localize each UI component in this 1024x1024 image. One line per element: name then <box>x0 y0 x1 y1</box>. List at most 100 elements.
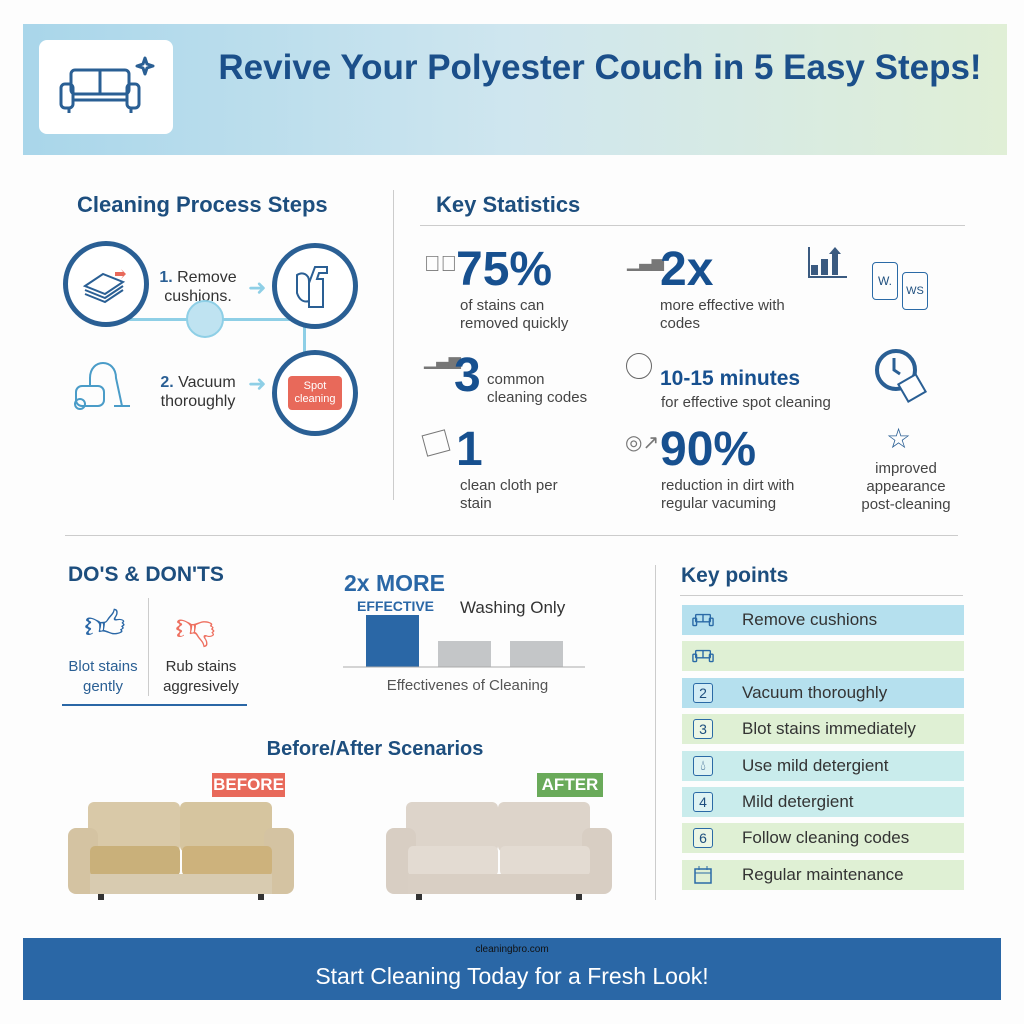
clock-icon <box>626 353 652 379</box>
key-point-label: Regular maintenance <box>742 864 904 884</box>
stat-text: reduction in dirt with regular vacuming <box>661 477 795 512</box>
key-point-row: Regular maintenance <box>682 859 964 890</box>
spot-step-circle: Spot cleaning <box>272 350 358 436</box>
cloth-step-circle <box>63 241 149 327</box>
stat-unit: minutes <box>719 367 801 390</box>
chart-bar <box>438 641 491 667</box>
spot-cleaning-badge: Spot cleaning <box>288 376 342 410</box>
dirty-couch-image <box>68 802 294 900</box>
step-number-badge: 6 <box>693 828 713 849</box>
step-number: 2. <box>160 374 174 391</box>
divider <box>420 225 965 226</box>
thumbs-up-icon: 👍︎ <box>84 603 126 647</box>
step-number-badge: 4 <box>693 792 713 812</box>
footer-banner <box>23 938 1001 1000</box>
number-icon: 6 <box>692 828 714 849</box>
key-point-row: 3 Blot stains immediately <box>682 714 964 745</box>
cloth-icon <box>421 429 451 457</box>
number-icon: 3 <box>692 719 714 740</box>
do-text: Blot stains gently <box>68 658 138 695</box>
star-icon: ☆ <box>886 423 912 454</box>
chart-bar <box>510 641 563 667</box>
target-icon: ◎↗ <box>625 432 660 454</box>
couch-sparkle-icon <box>59 56 155 113</box>
flow-connector <box>303 318 306 352</box>
stat-value: 2x <box>660 243 714 296</box>
arrow-right-icon: ➜ <box>248 275 267 300</box>
chart-annotation: EFFECTIVE <box>357 598 435 614</box>
arrow-right-icon: ➜ <box>248 371 267 396</box>
effectiveness-chart <box>343 615 585 668</box>
key-point-row: 6 Follow cleaning codes <box>682 823 964 854</box>
couch-icon <box>692 612 714 628</box>
step-label: Vacuum thoroughly <box>160 374 236 410</box>
stat-value: 90% <box>660 423 757 476</box>
step-number-badge: 3 <box>693 719 713 740</box>
clean-couch-image <box>386 802 612 900</box>
vacuum-icon <box>74 362 130 410</box>
chart-bar <box>366 615 419 667</box>
spray-bottle-icon <box>296 266 328 308</box>
bar-chart-icon: ▁▃▅ <box>627 254 664 271</box>
stat-value: 10-15 minutes <box>660 367 800 391</box>
stat-text: common cleaning codes <box>487 371 588 406</box>
key-point-row <box>682 641 964 672</box>
number-icon: 4 <box>692 792 714 812</box>
stat-value: 3 <box>454 349 481 402</box>
step-label: Remove cushions. <box>164 269 237 305</box>
step-number-badge: 2 <box>693 682 713 703</box>
clock-tag-icon <box>875 349 928 404</box>
dont-text: Rub stains aggresively <box>163 658 239 695</box>
cta-text[interactable]: Start Cleaning Today for a Fresh Look! <box>315 963 709 989</box>
stats-title: Key Statistics <box>436 192 581 217</box>
divider <box>148 598 149 696</box>
key-point-row: 💧︎ Use mild detergient <box>682 750 964 781</box>
stat-text: clean cloth per stain <box>460 477 558 512</box>
underline <box>62 704 247 706</box>
divider <box>393 190 394 500</box>
divider <box>680 595 963 596</box>
cloth-stack-icon <box>82 269 126 304</box>
key-point-label: Remove cushions <box>742 610 878 629</box>
key-point-row: 2 Vacuum thoroughly <box>682 677 964 708</box>
chart-annotation: Washing Only <box>460 598 566 617</box>
key-point-label: Blot stains immediately <box>742 719 916 739</box>
bar-chart-up-icon <box>808 247 847 278</box>
header-banner <box>23 24 1007 155</box>
key-points-title: Key points <box>681 564 789 587</box>
divider <box>655 565 656 900</box>
stat-number: 10-15 <box>660 367 714 390</box>
drop-icon: 💧︎ <box>692 755 714 776</box>
dos-donts-title: DO'S & DON'TS <box>68 563 224 586</box>
number-icon: 2 <box>692 682 714 703</box>
key-point-label: Follow cleaning codes <box>742 828 910 848</box>
stat-text: improved appearance post-cleaning <box>861 460 951 513</box>
bar-chart-icon: ▁▃▅ <box>424 352 461 369</box>
stat-value: 1 <box>456 423 483 476</box>
after-label: AFTER <box>537 773 603 797</box>
thumbs-down-icon: 👎︎ <box>175 605 216 649</box>
chart-xlabel: Effectivenes of Cleaning <box>386 677 549 694</box>
step-number: 1. <box>159 269 173 286</box>
chart-annotation: 2x MORE <box>344 570 445 596</box>
key-point-label: Mild detergient <box>742 792 854 811</box>
stat-text: for effective spot cleaning <box>661 394 831 411</box>
divider <box>65 535 958 536</box>
stat-value: 75% <box>456 243 553 296</box>
watermark: cleaningbro.com <box>475 944 549 955</box>
step-2: 2. Vacuum thoroughly <box>150 373 246 411</box>
cloth-icon <box>186 300 224 338</box>
care-tag-icon: W. <box>872 262 898 300</box>
key-point-row: 4 Mild detergient <box>682 787 964 817</box>
calendar-icon <box>692 865 714 885</box>
step-1: 1. Remove cushions. <box>150 268 246 306</box>
before-label: BEFORE <box>212 773 285 797</box>
logo <box>39 40 173 134</box>
page-title: Revive Your Polyester Couch in 5 Easy St… <box>218 48 982 87</box>
process-title: Cleaning Process Steps <box>77 192 328 217</box>
key-point-label: Use mild detergient <box>742 755 889 775</box>
key-point-label: Vacuum thoroughly <box>742 682 888 702</box>
check-circle-icon: ✓⃝ <box>424 251 457 276</box>
spray-step-circle <box>272 243 358 329</box>
couch-icon <box>692 648 714 664</box>
